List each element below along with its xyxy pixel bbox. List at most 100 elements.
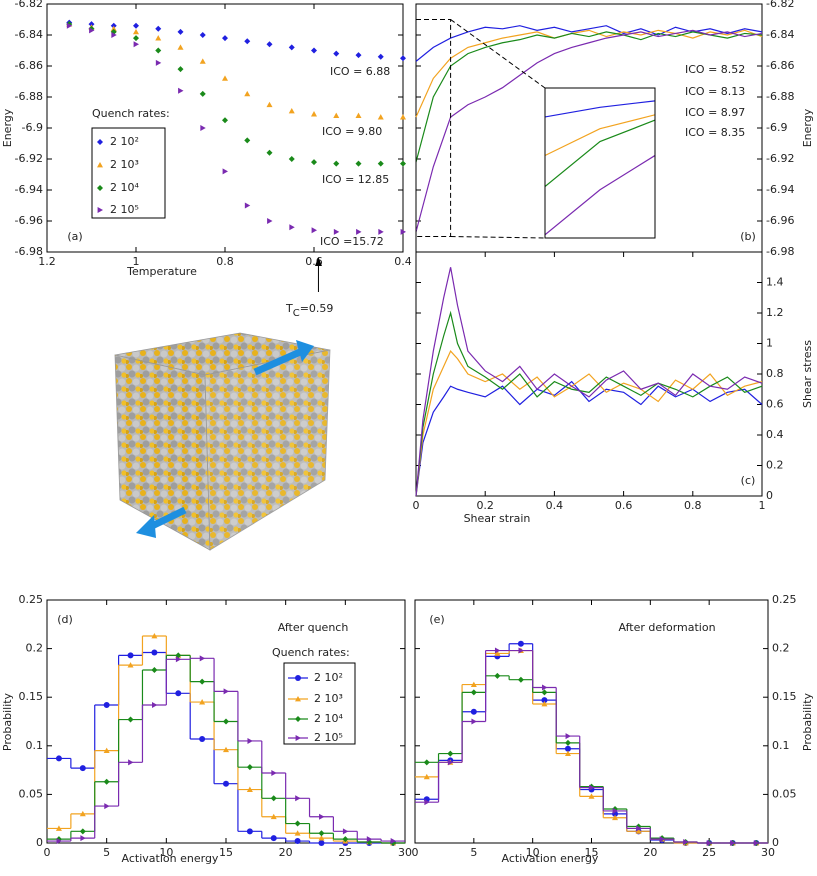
y-tick-label: 1.4 [766, 276, 784, 289]
x-tick-label: 10 [526, 846, 540, 859]
bin-marker [152, 701, 158, 708]
data-point [110, 25, 117, 32]
x-tick-label: 0.2 [476, 499, 494, 512]
data-point [177, 28, 184, 35]
bin-marker [56, 838, 62, 845]
bin-marker [494, 650, 501, 656]
data-line [415, 29, 763, 233]
bin-marker [151, 666, 158, 673]
bin-marker [103, 747, 110, 754]
bin-marker [706, 840, 713, 846]
zoom-connector [450, 236, 546, 239]
series-annotation: ICO = 9.80 [322, 125, 382, 138]
data-point [222, 35, 228, 42]
y-tick-label: 0 [766, 489, 773, 502]
y-tick-label: -6.84 [766, 28, 794, 41]
y-tick-label: -6.88 [15, 90, 43, 103]
x-tick-label: 0.4 [546, 499, 564, 512]
series-annotation: ICO = 12.85 [322, 173, 389, 186]
panel-title: After deformation [618, 621, 715, 634]
data-point [133, 35, 139, 42]
bin-marker [612, 807, 619, 814]
y-tick-label: 0.05 [772, 787, 797, 800]
bin-marker [518, 647, 524, 654]
legend-marker [97, 185, 103, 191]
data-point [177, 44, 184, 50]
x-tick-label: 1.2 [38, 255, 56, 268]
bin-marker [127, 652, 134, 659]
bin-marker [517, 676, 524, 683]
bin-marker [223, 718, 229, 725]
data-point [288, 44, 295, 51]
bin-marker [564, 745, 571, 752]
plot-frame [46, 599, 406, 844]
bin-marker [564, 750, 571, 756]
tc-label: TC=0.59 [285, 302, 333, 319]
bin-marker [541, 689, 548, 696]
x-tick-label: 0.8 [216, 255, 234, 268]
y-tick-label: 0.2 [766, 459, 784, 472]
data-point [222, 75, 228, 81]
bin-marker [294, 830, 301, 836]
bin-marker [79, 810, 86, 817]
x-tick-label: 0.8 [684, 499, 702, 512]
bin-marker [151, 649, 158, 656]
x-tick-label: 25 [702, 846, 716, 859]
data-point [244, 202, 251, 209]
tc-label-sub: C [293, 308, 300, 319]
series-annotation: ICO = 8.52 [685, 63, 745, 76]
bin-marker [294, 838, 301, 845]
bin-marker [127, 716, 134, 723]
y-tick-label: -6.94 [15, 183, 43, 196]
bin-marker [79, 765, 86, 772]
bin-marker [470, 708, 477, 715]
bin-marker [199, 699, 206, 705]
data-point [244, 137, 251, 144]
bin-marker [246, 828, 253, 835]
y-tick-label: -6.96 [15, 214, 43, 227]
legend-marker [295, 696, 301, 702]
bin-marker [127, 662, 134, 668]
x-tick-label: 0 [413, 499, 420, 512]
bin-marker [494, 672, 501, 679]
bin-marker [55, 825, 62, 831]
y-axis-label: Shear stress [801, 340, 814, 408]
bin-marker [366, 836, 373, 843]
data-point [266, 149, 273, 156]
inset-frame [544, 87, 656, 239]
y-axis-label: Energy [801, 108, 814, 147]
y-tick-label: -6.86 [15, 59, 43, 72]
data-point [199, 32, 206, 38]
bin-marker [318, 835, 325, 841]
data-point [222, 117, 228, 124]
x-tick-label: 30 [398, 846, 412, 859]
series-annotation: ICO = 6.88 [330, 65, 390, 78]
data-point [66, 22, 73, 29]
data-point [133, 28, 139, 35]
legend-label: 2 10³ [110, 158, 139, 171]
bin-marker [423, 759, 430, 766]
zoom-box [415, 19, 452, 237]
data-line [415, 350, 763, 497]
bin-marker [612, 814, 619, 821]
plot-frame [415, 251, 763, 497]
x-tick-label: 15 [219, 846, 233, 859]
data-point [199, 90, 206, 97]
legend-marker [97, 162, 103, 168]
data-point [356, 228, 362, 235]
bin-marker [295, 795, 301, 802]
y-tick-label: -6.92 [15, 152, 43, 165]
data-point [355, 160, 362, 167]
bin-marker [635, 828, 642, 834]
bin-marker [318, 840, 325, 846]
bin-marker [270, 813, 277, 820]
bin-marker [424, 799, 430, 806]
bin-marker [103, 778, 110, 785]
bin-marker [589, 784, 595, 791]
data-point [355, 52, 362, 59]
bin-marker [175, 690, 182, 697]
legend-label: 2 10⁵ [110, 203, 139, 216]
y-tick-label: 0 [772, 836, 779, 849]
y-tick-label: 0.2 [772, 642, 790, 655]
y-axis-label: Probability [1, 692, 14, 751]
